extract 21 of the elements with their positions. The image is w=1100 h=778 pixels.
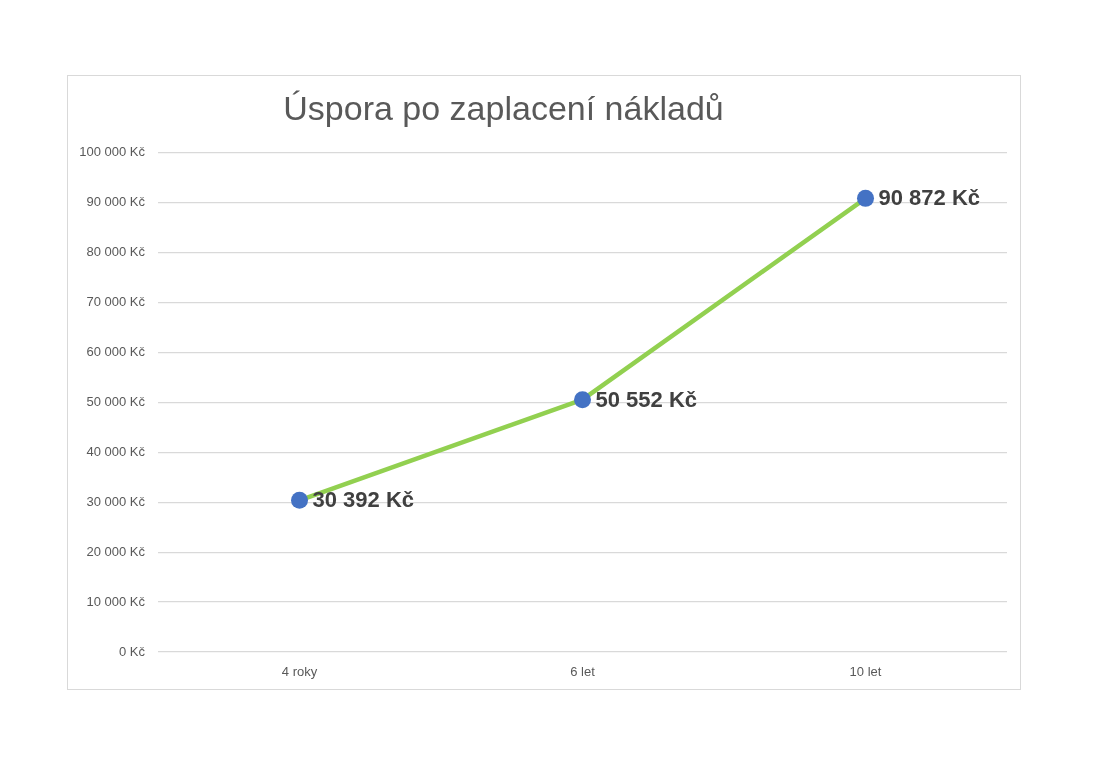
y-tick-label: 70 000 Kč xyxy=(86,294,146,310)
x-tick-label: 4 roky xyxy=(281,664,318,680)
data-label: 50 552 Kč xyxy=(595,386,698,412)
y-tick-label: 0 Kč xyxy=(118,643,146,659)
y-tick-label: 90 000 Kč xyxy=(86,194,146,210)
y-tick-label: 10 000 Kč xyxy=(86,593,146,609)
y-tick-label: 30 000 Kč xyxy=(86,493,146,509)
point xyxy=(857,189,874,207)
y-tick-label: 20 000 Kč xyxy=(86,543,146,559)
data-label: 90 872 Kč xyxy=(878,185,981,211)
x-tick-label: 10 let xyxy=(849,664,882,680)
chart-title: Úspora po zaplacení nákladů xyxy=(283,88,724,127)
y-tick-label: 50 000 Kč xyxy=(86,393,146,409)
point xyxy=(291,491,308,509)
x-tick-label: 6 let xyxy=(570,664,596,680)
y-tick-label: 60 000 Kč xyxy=(86,344,146,360)
point xyxy=(574,391,591,409)
y-tick-label: 80 000 Kč xyxy=(86,244,146,260)
y-tick-label: 100 000 Kč xyxy=(79,144,146,160)
y-tick-label: 40 000 Kč xyxy=(86,443,146,459)
data-label: 30 392 Kč xyxy=(312,487,415,513)
